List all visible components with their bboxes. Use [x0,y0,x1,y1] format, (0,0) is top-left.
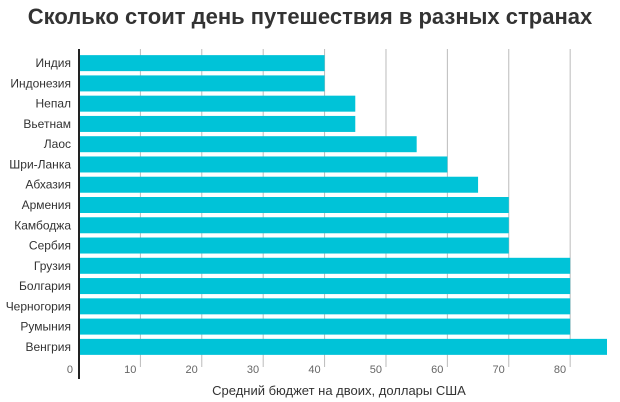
bar [79,75,325,92]
category-label: Армения [22,198,71,212]
bar [79,55,325,72]
category-label: Шри-Ланка [9,157,71,171]
bar [79,278,571,295]
x-tick-label: 0 [67,364,73,376]
bar [79,156,448,173]
category-label: Румыния [20,320,71,334]
category-label: Лаос [44,137,71,151]
bar [79,338,607,355]
bars [79,55,607,355]
x-tick-labels: 0 10 20 30 40 50 60 70 80 [67,364,566,376]
chart-title: Сколько стоит день путешествия в разных … [27,4,593,29]
category-label: Индия [36,56,71,70]
x-tick-label: 30 [247,364,259,376]
x-axis-title: Средний бюджет на двоих, доллары США [212,383,466,398]
bar [79,197,509,213]
category-label: Камбоджа [14,218,71,232]
x-tick-label: 20 [186,364,198,376]
category-labels: Индия Индонезия Непал Вьетнам Лаос Шри-Ланка А… [6,56,72,354]
category-label: Абхазия [25,178,71,192]
x-tick-label: 40 [308,364,320,376]
bar [79,318,571,335]
bar [79,136,417,153]
x-tick-label: 80 [554,364,566,376]
bar [79,257,571,274]
x-tick-label: 50 [370,364,382,376]
category-label: Черногория [6,299,71,313]
bar [79,95,356,112]
category-label: Вьетнам [23,117,71,131]
x-tick-label: 60 [431,364,443,376]
bar [79,176,479,193]
category-label: Болгария [19,279,71,293]
bar [79,115,356,132]
x-tick-label: 70 [493,364,505,376]
category-label: Непал [35,97,71,111]
bar [79,217,509,234]
x-tick-label: 10 [124,364,136,376]
category-label: Венгрия [25,340,71,354]
bar [79,237,509,254]
category-label: Индонезия [10,76,71,90]
bar [79,298,571,315]
category-label: Сербия [29,239,71,253]
category-label: Грузия [34,259,71,273]
